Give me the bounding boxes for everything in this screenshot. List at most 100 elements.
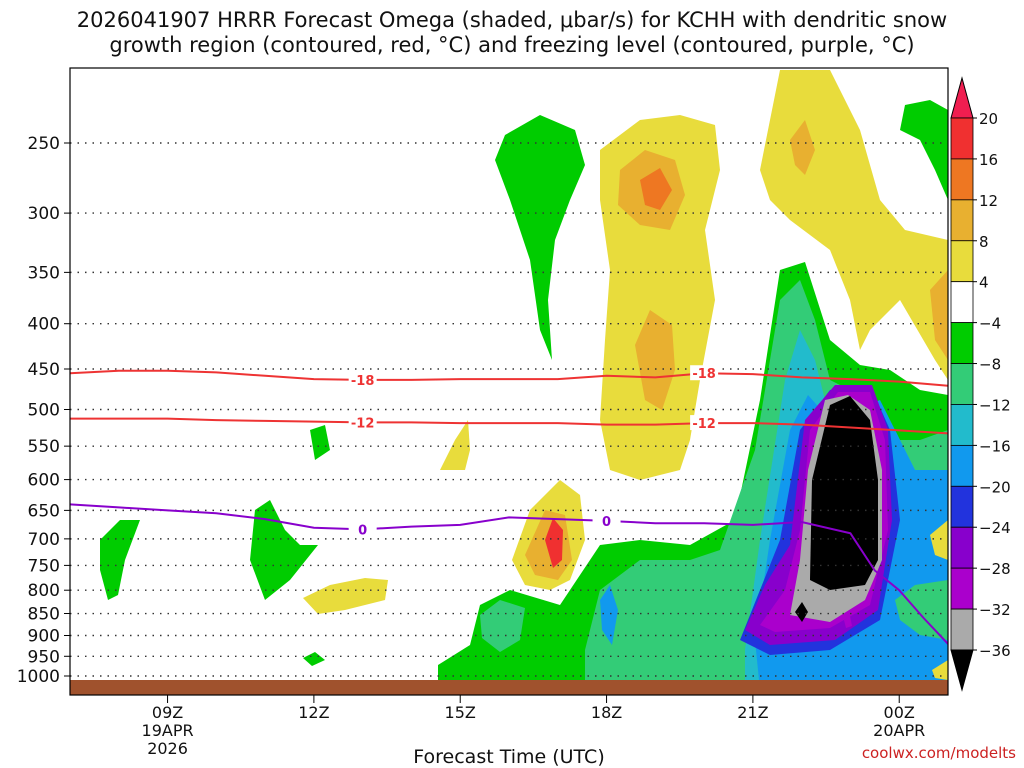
colorbar-swatch [950,404,974,446]
colorbar-label: −16 [979,437,1011,455]
plot-border [69,67,949,696]
shade-orange-right-edge [930,270,948,360]
shade-yellow-right-low [930,520,948,560]
contour-label-bg [690,365,719,381]
shade-green-left-c [310,425,330,460]
colorbar-swatch [950,199,974,242]
y-tick-label-850: 850 [28,605,60,625]
y-tick-label-800: 800 [28,581,60,601]
y-tick-label-750: 750 [28,556,60,576]
colorbar-swatch [950,485,974,528]
y-tick-label-450: 450 [28,360,60,380]
shade-yellow-small-b [303,578,388,614]
shade-green-left-d [303,652,325,666]
y-tick-label-300: 300 [28,204,60,224]
y-tick-label-400: 400 [28,315,60,335]
colorbar-cap-bottom [950,649,974,692]
shade-red-mid-low [545,518,563,568]
shade-green-top-right [900,100,948,200]
shade-black-core [810,396,878,590]
contour-label-bg [592,512,621,528]
shade-black-spot-a [795,602,808,622]
colorbar-swatch [950,158,974,201]
colorbar-label: 8 [979,233,989,251]
contour-freezing-level [70,503,948,645]
contour-label-bg [348,521,377,537]
colorbar-label: 12 [979,192,998,210]
colorbar-label: −8 [979,356,1001,374]
y-axis-labels: 2503003504004505005506006507007508008509… [17,134,70,687]
contour-label-dgz-top: -18 [351,374,375,389]
colorbar-cap-top [950,76,974,119]
colorbar-swatch [950,444,974,487]
source-credit: coolwx.com/modelts [861,744,1016,762]
colorbar-swatch [950,526,974,569]
shade-black-spot-b [844,616,852,628]
colorbar-swatch [950,281,974,324]
chart-title-line-1: 2026041907 HRRR Forecast Omega (shaded, … [76,8,948,32]
shade-orange-upper-right [790,120,815,175]
y-tick-label-1000: 1000 [17,667,60,687]
contour-label-bg [348,371,377,387]
colorbar-label: 4 [979,274,989,292]
contour-dgz-top [70,369,948,387]
colorbar-label: −24 [979,519,1011,537]
y-tick-label-700: 700 [28,530,60,550]
temperature-contours: -18 -18 -12 -12 0 0 [70,365,948,645]
contour-dgz-bottom [70,417,948,435]
x-tick-label-09Z: 09Z [152,703,183,722]
colorbar-label: −12 [979,396,1011,414]
ground-surface [70,680,948,695]
x-tick-label-00Z: 00Z [884,703,915,722]
x-tick-sublabel: 19APR [142,721,194,740]
y-tick-label-500: 500 [28,401,60,421]
x-tick-label-18Z: 18Z [591,703,622,722]
shade-yellow-right-bottom [932,660,948,680]
y-tick-label-250: 250 [28,134,60,154]
shade-green-upper [495,115,585,360]
x-tick-label-15Z: 15Z [445,703,476,722]
colorbar-swatch [950,322,974,364]
contour-label-bg [690,415,719,431]
contour-label-freezing-level: 0 [602,515,611,530]
y-tick-label-950: 950 [28,647,60,667]
shade-orange-mid [635,310,675,410]
x-tick-sublabel: 20APR [873,721,925,740]
colorbar-label: −20 [979,478,1011,496]
contour-label-dgz-bottom: -12 [351,416,375,431]
colorbar-swatch [950,117,974,160]
colorbar-label: −36 [979,642,1011,660]
shade-blue-a [600,585,618,645]
y-tick-label-650: 650 [28,501,60,521]
x-tick-sublabel: 2026 [147,739,188,758]
colorbar-swatch [950,240,974,283]
colorbar-label: 16 [979,151,998,169]
shade-white-gap-right [895,580,948,640]
colorbar-label: −32 [979,601,1011,619]
y-tick-label-550: 550 [28,437,60,457]
contour-label-bg [348,414,377,430]
colorbar-label: 20 [979,110,998,128]
colorbar-label: −28 [979,560,1011,578]
colorbar-swatch [950,363,974,405]
shade-dkorange-upper [640,168,672,210]
y-tick-label-900: 900 [28,626,60,646]
chart-title-line-2: growth region (contoured, red, °C) and f… [109,33,915,57]
shade-green-left-a [100,520,140,600]
omega-colorbar: 20 16 12 8 4 −4 −8 −12 −16 −20 −24 −28 −32 −36 [950,76,1011,692]
x-tick-label-21Z: 21Z [737,703,768,722]
x-axis-title: Forecast Time (UTC) [413,746,604,768]
colorbar-label: −4 [979,315,1001,333]
colorbar-swatch [950,608,974,651]
contour-label-dgz-top: -18 [692,367,716,382]
y-tick-label-600: 600 [28,471,60,491]
contour-label-dgz-bottom: -12 [692,417,716,432]
x-tick-label-12Z: 12Z [298,703,329,722]
colorbar-swatch [950,567,974,610]
shade-yellow-small-a [440,420,470,470]
shade-green-left-b [250,500,318,600]
contour-label-freezing-level: 0 [358,523,367,538]
y-tick-label-350: 350 [28,263,60,283]
